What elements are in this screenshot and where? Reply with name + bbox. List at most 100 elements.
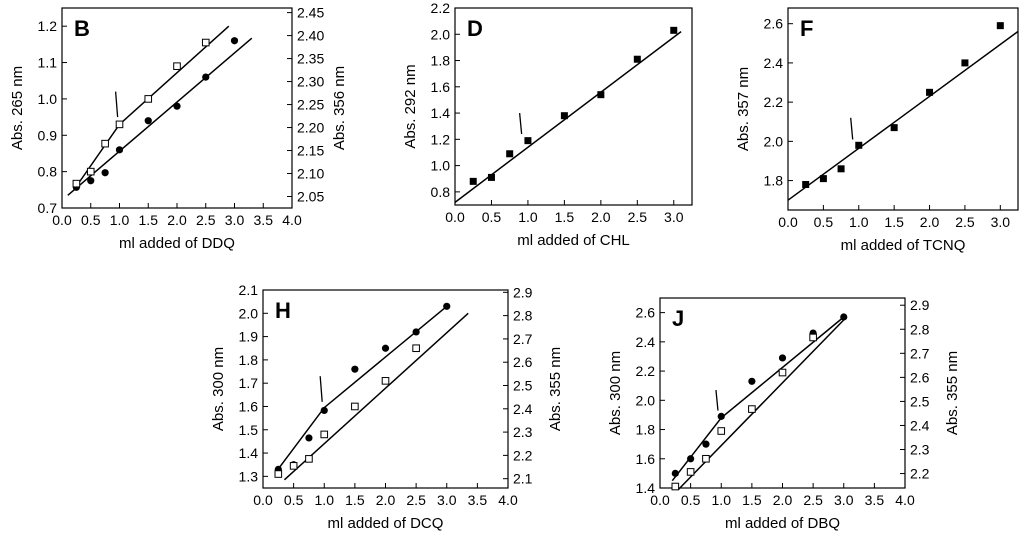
data-point xyxy=(115,146,124,154)
y-right-tick-label: 2.4 xyxy=(910,417,930,433)
x-tick-label: 3.0 xyxy=(664,209,684,225)
data-point xyxy=(87,177,95,185)
x-tick-label: 0.0 xyxy=(650,492,670,508)
y-tick-label: 2.0 xyxy=(764,133,784,149)
x-tick-label: 1.0 xyxy=(315,492,335,508)
y-tick-label: 1.0 xyxy=(38,91,58,107)
y-tick-label: 1.8 xyxy=(431,53,451,69)
x-tick-label: 2.0 xyxy=(167,212,187,228)
y-tick-label: 2.2 xyxy=(764,94,784,110)
data-point xyxy=(778,368,787,377)
y-right-axis-label: Abs. 355 nm xyxy=(944,351,961,435)
panel-letter: F xyxy=(800,16,813,41)
breakpoint-arrow xyxy=(319,376,323,402)
y-right-tick-label: 2.9 xyxy=(513,284,533,300)
y-right-tick-label: 2.4 xyxy=(513,401,533,417)
panel-f: 0.0 0.5 1.0 1.5 2.0 2.5 3.0 1.8 2.0 2.2 2.4 2.6 ml a… xyxy=(735,7,1019,254)
y-right-axis-label: Abs. 355 nm xyxy=(547,347,564,431)
data-point xyxy=(802,181,810,189)
data-point xyxy=(671,469,679,477)
data-point xyxy=(717,427,726,435)
x-tick-label: 3.0 xyxy=(834,492,854,508)
y-right-tick-label: 2.2 xyxy=(513,447,533,463)
y-tick-label: 2.4 xyxy=(764,55,784,71)
y-tick-label: 2.1 xyxy=(239,282,259,298)
data-point xyxy=(890,124,898,132)
data-point xyxy=(351,365,359,373)
y-tick-label: 2.6 xyxy=(636,305,656,321)
y-right-tick-label: 2.3 xyxy=(513,424,533,440)
breakpoint-arrow xyxy=(850,117,854,140)
data-point xyxy=(855,141,863,149)
y-tick-label: 1.4 xyxy=(636,480,656,496)
x-tick-label: 1.5 xyxy=(345,492,365,508)
data-point xyxy=(597,91,605,99)
y-tick-label: 0.8 xyxy=(431,184,451,200)
data-point xyxy=(487,173,495,181)
data-point xyxy=(305,434,313,442)
data-point xyxy=(201,38,210,47)
x-tick-label: 0.5 xyxy=(482,209,502,225)
y-tick-label: 1.4 xyxy=(431,105,451,121)
data-point xyxy=(633,55,641,63)
data-point xyxy=(687,455,695,463)
y-right-tick-label: 2.8 xyxy=(513,308,533,324)
y-tick-label: 2.6 xyxy=(764,16,784,32)
plot-frame xyxy=(787,7,1019,211)
x-tick-label: 2.0 xyxy=(920,214,940,230)
x-tick-label: 0.0 xyxy=(253,492,273,508)
data-point xyxy=(101,139,109,148)
data-point xyxy=(702,454,710,463)
y-right-tick-label: 2.25 xyxy=(297,97,324,113)
x-tick-label: 3.0 xyxy=(437,492,457,508)
panel-letter: J xyxy=(672,306,684,331)
data-point xyxy=(748,405,756,413)
y-axis-label: Abs. 300 nm xyxy=(607,351,624,435)
x-tick-label: 2.5 xyxy=(803,492,823,508)
x-tick-label: 2.0 xyxy=(773,492,793,508)
data-point xyxy=(305,455,313,463)
x-tick-label: 0.0 xyxy=(445,209,465,225)
fit-line xyxy=(671,316,845,482)
y-tick-label: 1.6 xyxy=(239,398,259,414)
x-tick-label: 4.0 xyxy=(282,212,302,228)
data-point xyxy=(671,482,680,491)
y-tick-label: 1.2 xyxy=(431,131,451,147)
y-tick-label: 1.3 xyxy=(239,468,259,484)
panel-h: 0.0 0.5 1.0 1.5 2.0 2.5 3.0 3.5 4.0 1.3 1.4 1.5 1.6 1… xyxy=(210,282,564,532)
y-right-tick-label: 2.6 xyxy=(513,354,533,370)
data-point xyxy=(840,313,848,321)
fit-line xyxy=(274,305,448,474)
plot-frame xyxy=(454,7,693,206)
y-right-tick-label: 2.05 xyxy=(297,189,324,205)
x-tick-label: 3.5 xyxy=(865,492,885,508)
data-point xyxy=(443,302,451,310)
y-tick-label: 1.7 xyxy=(239,375,259,391)
x-tick-label: 1.0 xyxy=(849,214,869,230)
data-point xyxy=(101,169,109,177)
y-tick-label: 0.7 xyxy=(38,200,58,216)
data-point xyxy=(748,377,756,385)
x-tick-label: 3.0 xyxy=(991,214,1011,230)
x-tick-label: 2.0 xyxy=(376,492,396,508)
y-right-tick-label: 2.2 xyxy=(910,466,930,482)
data-point xyxy=(320,430,329,439)
breakpoint-arrow xyxy=(715,390,719,411)
y-tick-label: 0.9 xyxy=(38,127,58,143)
data-point xyxy=(961,59,969,67)
y-tick-label: 2.0 xyxy=(431,26,451,42)
x-tick-label: 2.5 xyxy=(406,492,426,508)
breakpoint-arrow xyxy=(114,91,119,118)
x-tick-label: 0.0 xyxy=(52,212,72,228)
fit-line xyxy=(283,312,469,481)
data-point xyxy=(702,440,710,448)
data-point xyxy=(996,22,1004,30)
y-right-tick-label: 2.5 xyxy=(910,393,930,409)
x-axis-label: ml added of DBQ xyxy=(725,515,840,532)
y-axis-label: Abs. 300 nm xyxy=(210,347,227,431)
panel-j: 0.0 0.5 1.0 1.5 2.0 2.5 3.0 3.5 4.0 1.4 1.6 1.8 2.0 2… xyxy=(607,297,961,532)
panel-d: 0.0 0.5 1.0 1.5 2.0 2.5 3.0 0.8 1.0 1.2 1.4 1.6 1.8 2… xyxy=(402,0,693,249)
y-tick-label: 1.8 xyxy=(764,173,784,189)
y-right-tick-label: 2.45 xyxy=(297,5,324,21)
